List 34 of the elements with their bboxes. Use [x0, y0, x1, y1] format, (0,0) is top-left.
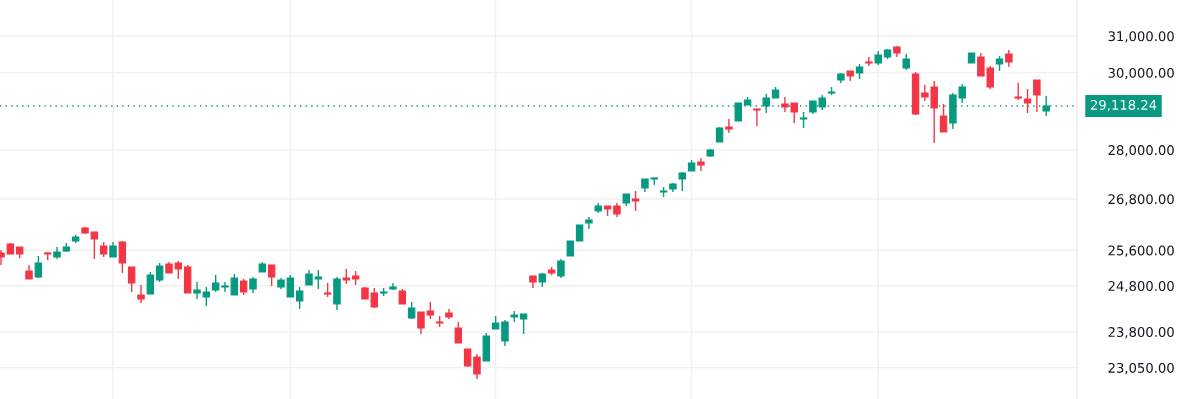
candlestick: [202, 286, 211, 307]
candlestick: [1023, 88, 1032, 114]
y-tick-label: 24,800.00: [1108, 280, 1174, 293]
candlestick: [454, 321, 463, 344]
candlestick: [118, 240, 127, 274]
candlestick: [1033, 79, 1041, 113]
y-tick-label: 31,000.00: [1108, 31, 1174, 43]
candlestick: [221, 281, 229, 293]
candlestick: [155, 262, 164, 283]
candlestick: [295, 286, 304, 310]
candlestick: [137, 284, 145, 304]
candlestick: [146, 271, 155, 295]
y-tick-label: 23,050.00: [1108, 362, 1174, 375]
candlestick: [939, 103, 948, 133]
candlestick: [753, 108, 761, 127]
y-tick-label: 23,800.00: [1108, 327, 1174, 339]
candlestick: [193, 281, 201, 300]
candlestick: [865, 56, 873, 67]
candlestick: [127, 266, 136, 293]
candlestick: [631, 190, 640, 212]
candlestick: [501, 319, 509, 347]
y-tick-label: 28,000.00: [1108, 145, 1174, 157]
candlestick: [557, 258, 565, 279]
ref-line-label: 29,118.24: [1090, 99, 1157, 112]
y-tick-label: 26,800.00: [1108, 194, 1174, 206]
candlestick: [267, 264, 276, 287]
candlestick: [473, 353, 481, 380]
y-tick-label: 25,600.00: [1108, 245, 1174, 257]
candlestick: [519, 313, 528, 335]
candlestick: [90, 231, 99, 260]
candlestick: [34, 255, 43, 279]
candlestick: [230, 273, 239, 296]
candlestick: [725, 118, 733, 134]
y-tick-label: 30,000.00: [1108, 67, 1174, 80]
